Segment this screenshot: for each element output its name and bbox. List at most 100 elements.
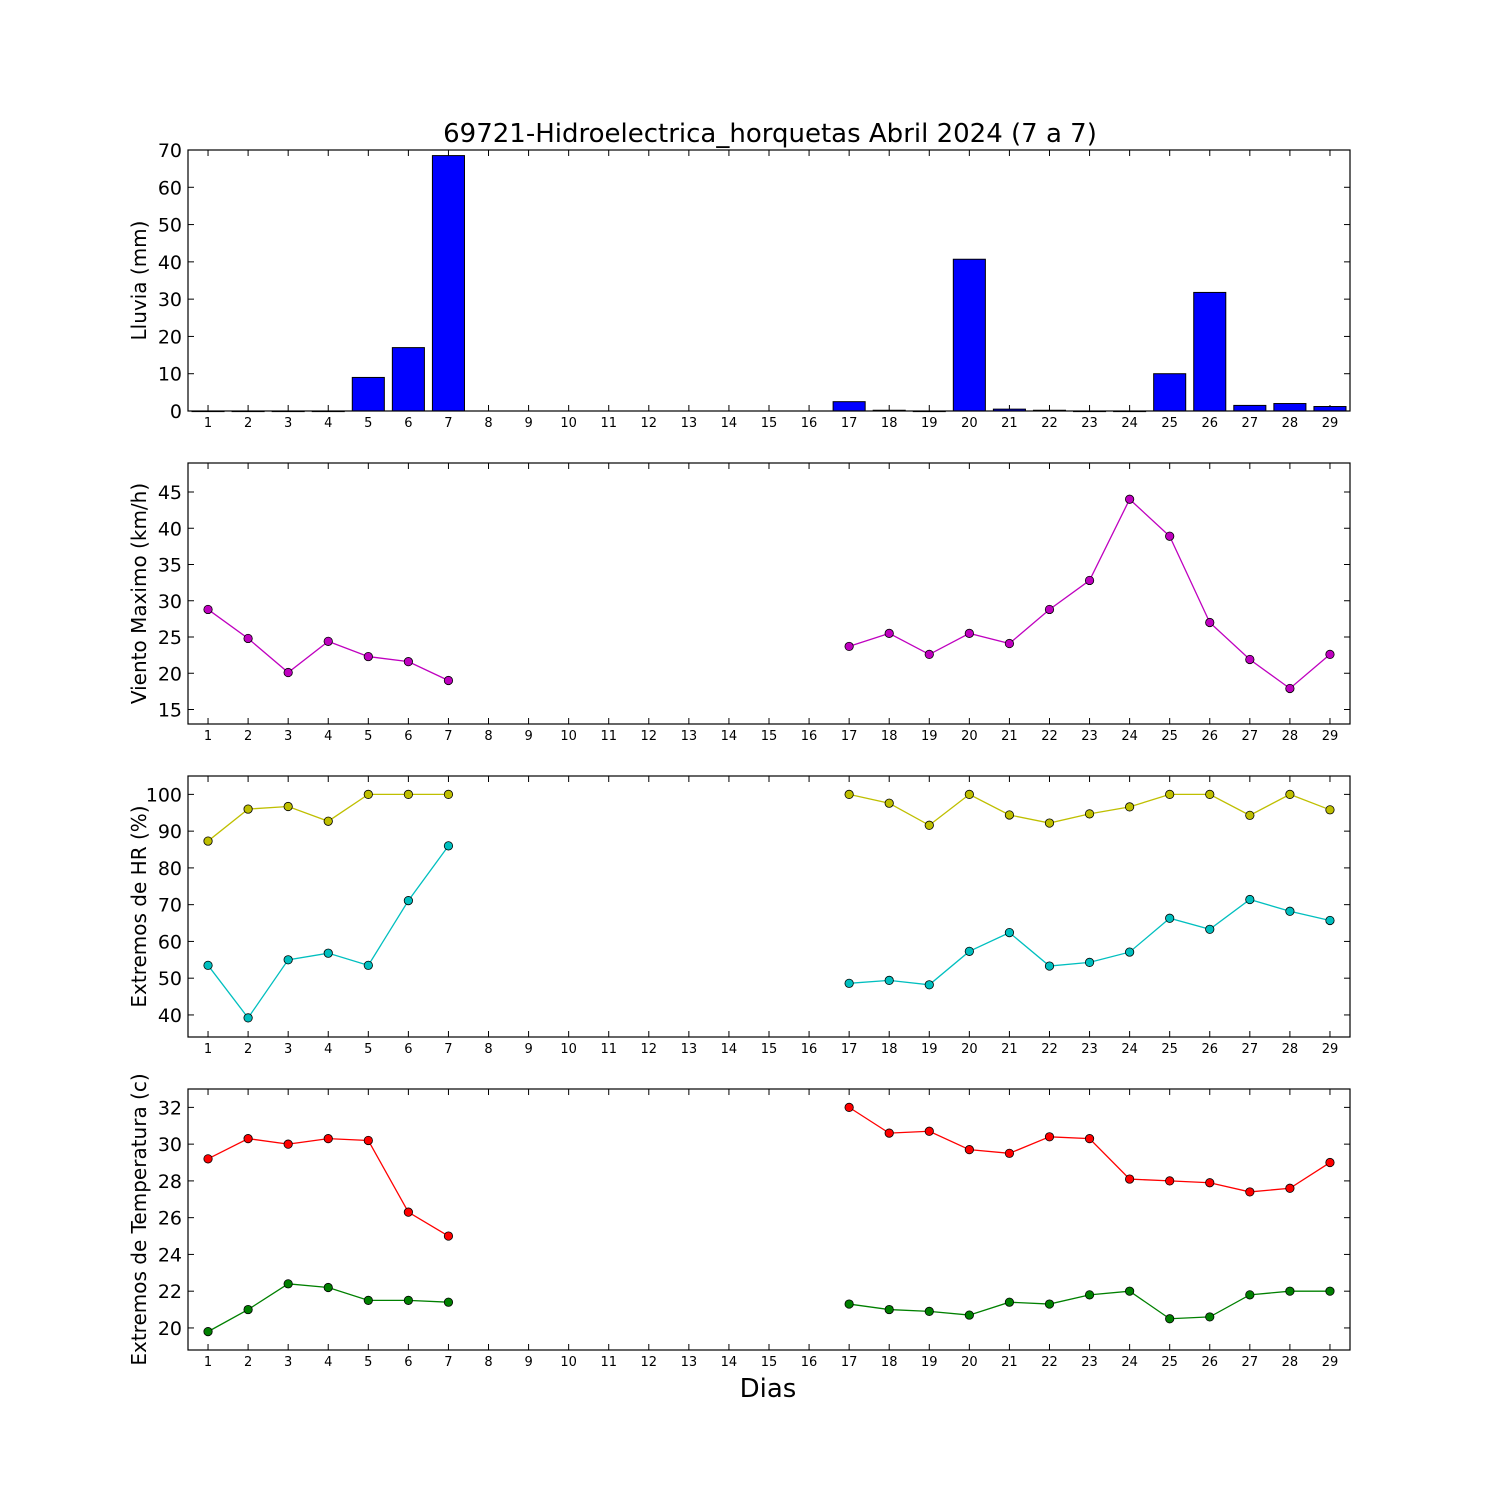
point-humedad-0-day-1 (203, 836, 213, 846)
point-temperatura-1-day-4 (323, 1282, 333, 1293)
y-axis-label-humedad: Extremos de HR (%) (127, 805, 151, 1007)
x-tick-label: 23 (1081, 729, 1098, 744)
point-temperatura-0-day-4 (323, 1134, 333, 1144)
point-viento-0-day-22 (1044, 604, 1055, 615)
point-humedad-1-day-25 (1165, 913, 1175, 923)
point-humedad-1-day-17 (844, 978, 854, 988)
x-tick-label: 21 (1001, 1355, 1018, 1370)
x-tick-label: 18 (881, 729, 898, 744)
x-tick-label: 13 (681, 416, 698, 431)
x-tick-label: 8 (484, 1042, 492, 1057)
bar-day-7 (431, 155, 465, 412)
panel-temperatura: Extremos de Temperatura (c) 2022242628303… (127, 1073, 1351, 1370)
point-temperatura-1-day-19 (924, 1306, 934, 1317)
point-temperatura-0-day-17 (844, 1102, 854, 1112)
y-tick-label: 22 (158, 1281, 182, 1303)
x-tick-label: 27 (1242, 1042, 1259, 1057)
point-humedad-1-day-29 (1325, 915, 1335, 926)
y-axis-label-viento: Viento Maximo (km/h) (127, 483, 151, 704)
plot-frame (187, 775, 1351, 1038)
point-humedad-1-day-23 (1084, 957, 1095, 967)
x-tick-label: 5 (364, 1355, 372, 1370)
y-tick-label: 35 (158, 555, 182, 577)
point-temperatura-1-day-18 (884, 1304, 894, 1315)
point-temperatura-0-day-26 (1205, 1178, 1215, 1188)
x-tick-label: 12 (641, 1355, 658, 1370)
point-humedad-1-day-2 (243, 1013, 253, 1023)
x-tick-label: 16 (801, 1042, 818, 1057)
point-temperatura-0-day-6 (403, 1207, 413, 1217)
x-tick-label: 4 (324, 729, 332, 744)
point-viento-0-day-28 (1285, 683, 1295, 694)
point-humedad-0-day-7 (443, 789, 454, 799)
x-tick-label: 18 (881, 1042, 898, 1057)
x-tick-label: 23 (1081, 1042, 1098, 1057)
point-temperatura-0-day-7 (443, 1231, 454, 1241)
point-temperatura-1-day-3 (283, 1279, 293, 1289)
y-tick-label: 60 (158, 177, 182, 199)
x-tick-label: 14 (721, 1042, 738, 1057)
point-humedad-1-day-24 (1125, 947, 1135, 957)
x-tick-label: 10 (560, 1355, 577, 1370)
x-tick-label: 29 (1322, 416, 1339, 431)
x-tick-label: 1 (204, 1042, 212, 1057)
x-tick-label: 24 (1121, 729, 1138, 744)
point-temperatura-1-day-21 (1004, 1297, 1015, 1307)
x-tick-label: 15 (761, 1355, 778, 1370)
x-tick-label: 13 (681, 1355, 698, 1370)
point-viento-0-day-19 (924, 649, 934, 660)
point-humedad-1-day-28 (1285, 906, 1295, 916)
x-tick-label: 16 (801, 729, 818, 744)
point-temperatura-1-day-20 (964, 1310, 974, 1320)
y-tick-label: 45 (158, 482, 182, 504)
y-tick-label: 20 (158, 326, 182, 348)
point-temperatura-1-day-5 (363, 1295, 373, 1305)
y-tick-label: 90 (158, 821, 182, 843)
point-temperatura-1-day-27 (1245, 1290, 1255, 1300)
point-viento-0-day-1 (203, 604, 213, 615)
x-tick-label: 26 (1201, 729, 1218, 744)
point-viento-0-day-24 (1125, 494, 1135, 504)
x-tick-label: 17 (841, 1042, 858, 1057)
point-temperatura-0-day-23 (1084, 1134, 1095, 1144)
x-tick-label: 9 (524, 1355, 532, 1370)
point-humedad-0-day-18 (884, 798, 894, 808)
x-tick-label: 9 (524, 1042, 532, 1057)
bar-day-29 (1313, 406, 1347, 412)
point-humedad-1-day-5 (363, 960, 373, 970)
x-tick-label: 11 (600, 729, 617, 744)
x-tick-label: 3 (284, 1042, 292, 1057)
x-tick-label: 11 (600, 416, 617, 431)
x-tick-label: 15 (761, 1042, 778, 1057)
y-tick-label: 30 (158, 591, 182, 613)
x-tick-label: 26 (1201, 1355, 1218, 1370)
y-tick-label: 30 (158, 289, 182, 311)
point-temperatura-0-day-21 (1004, 1148, 1015, 1158)
point-viento-0-day-2 (243, 633, 253, 644)
point-viento-0-day-27 (1245, 654, 1255, 665)
x-tick-label: 28 (1282, 416, 1299, 431)
point-humedad-1-day-3 (283, 955, 293, 965)
point-humedad-0-day-25 (1165, 789, 1175, 799)
x-tick-label: 10 (560, 416, 577, 431)
x-tick-label: 24 (1121, 416, 1138, 431)
x-tick-label: 15 (761, 729, 778, 744)
x-tick-label: 23 (1081, 416, 1098, 431)
point-humedad-1-day-27 (1245, 894, 1255, 905)
point-viento-0-day-26 (1205, 617, 1215, 628)
x-tick-label: 28 (1282, 1355, 1299, 1370)
x-axis-label: Dias (740, 1374, 797, 1404)
y-tick-label: 32 (158, 1097, 182, 1119)
x-tick-label: 27 (1242, 416, 1259, 431)
x-tick-label: 7 (444, 729, 452, 744)
point-humedad-1-day-20 (964, 946, 974, 956)
point-temperatura-1-day-24 (1125, 1286, 1135, 1296)
x-tick-label: 20 (961, 729, 978, 744)
y-tick-label: 40 (158, 518, 182, 540)
x-tick-label: 3 (284, 416, 292, 431)
point-temperatura-0-day-22 (1044, 1132, 1055, 1142)
y-tick-label: 10 (158, 364, 182, 386)
x-tick-label: 2 (244, 416, 252, 431)
x-tick-label: 24 (1121, 1355, 1138, 1370)
